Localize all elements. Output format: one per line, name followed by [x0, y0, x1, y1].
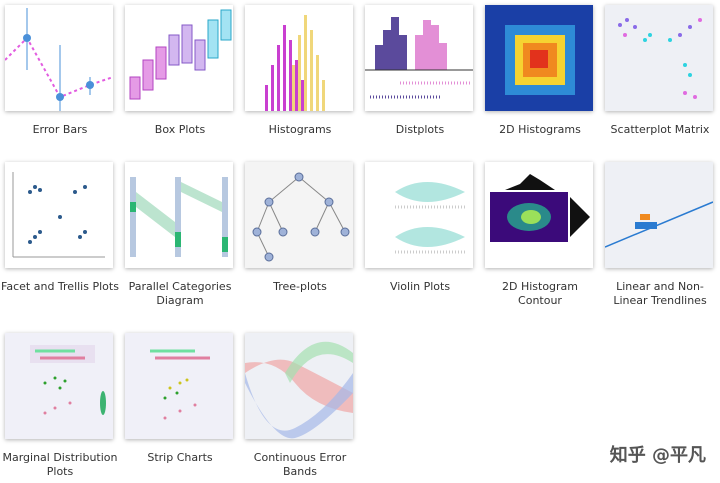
item-label[interactable]: Histograms: [268, 123, 332, 136]
item-label[interactable]: 2D Histogram Contour: [501, 280, 579, 307]
thumbnail-image: [130, 177, 228, 257]
thumbnail-image: [605, 5, 713, 111]
thumbnail-image: [395, 182, 465, 254]
thumbnail-image: [245, 333, 353, 439]
thumbnail[interactable]: [485, 162, 593, 268]
thumbnail[interactable]: [125, 162, 233, 268]
thumbnail-image: [5, 8, 113, 111]
thumbnail[interactable]: [5, 333, 113, 439]
item-label[interactable]: 2D Histograms: [499, 123, 581, 136]
item-label[interactable]: Linear and Non-Linear Trendlines: [613, 280, 707, 307]
thumbnail[interactable]: [5, 5, 113, 111]
item-label[interactable]: Strip Charts: [147, 451, 213, 464]
thumbnail-image: [245, 162, 353, 268]
item-label[interactable]: Parallel Categories Diagram: [128, 280, 232, 307]
thumbnail[interactable]: [125, 5, 233, 111]
item-label[interactable]: Scatterplot Matrix: [610, 123, 710, 136]
thumbnail[interactable]: [125, 333, 233, 439]
item-label[interactable]: Tree-plots: [273, 280, 327, 293]
item-label[interactable]: Box Plots: [154, 123, 206, 136]
thumbnail[interactable]: [245, 5, 353, 111]
thumbnail[interactable]: [605, 5, 713, 111]
thumbnail-image: [12, 172, 105, 258]
thumbnail[interactable]: [5, 162, 113, 268]
thumbnail[interactable]: [245, 333, 353, 439]
thumbnail-image: [490, 174, 590, 242]
thumbnail-image: [365, 17, 473, 99]
thumbnail-image: [129, 9, 232, 100]
thumbnail[interactable]: [365, 5, 473, 111]
watermark: 知乎 @平凡: [609, 445, 706, 466]
thumbnail[interactable]: [485, 5, 593, 111]
thumbnail-image: [5, 333, 113, 439]
item-label[interactable]: Marginal Distribution Plots: [2, 451, 118, 478]
thumbnail-image: [125, 333, 233, 439]
thumbnail[interactable]: [605, 162, 713, 268]
item-label[interactable]: Violin Plots: [389, 280, 451, 293]
thumbnail-image: [265, 15, 325, 111]
item-label[interactable]: Facet and Trellis Plots: [1, 280, 119, 293]
thumbnail-image: [485, 5, 593, 111]
item-label[interactable]: Distplots: [395, 123, 445, 136]
thumbnail[interactable]: [365, 162, 473, 268]
item-label[interactable]: Error Bars: [32, 123, 88, 136]
item-label[interactable]: Continuous Error Bands: [253, 451, 347, 478]
thumbnail[interactable]: [245, 162, 353, 268]
thumbnail-image: [605, 162, 713, 268]
